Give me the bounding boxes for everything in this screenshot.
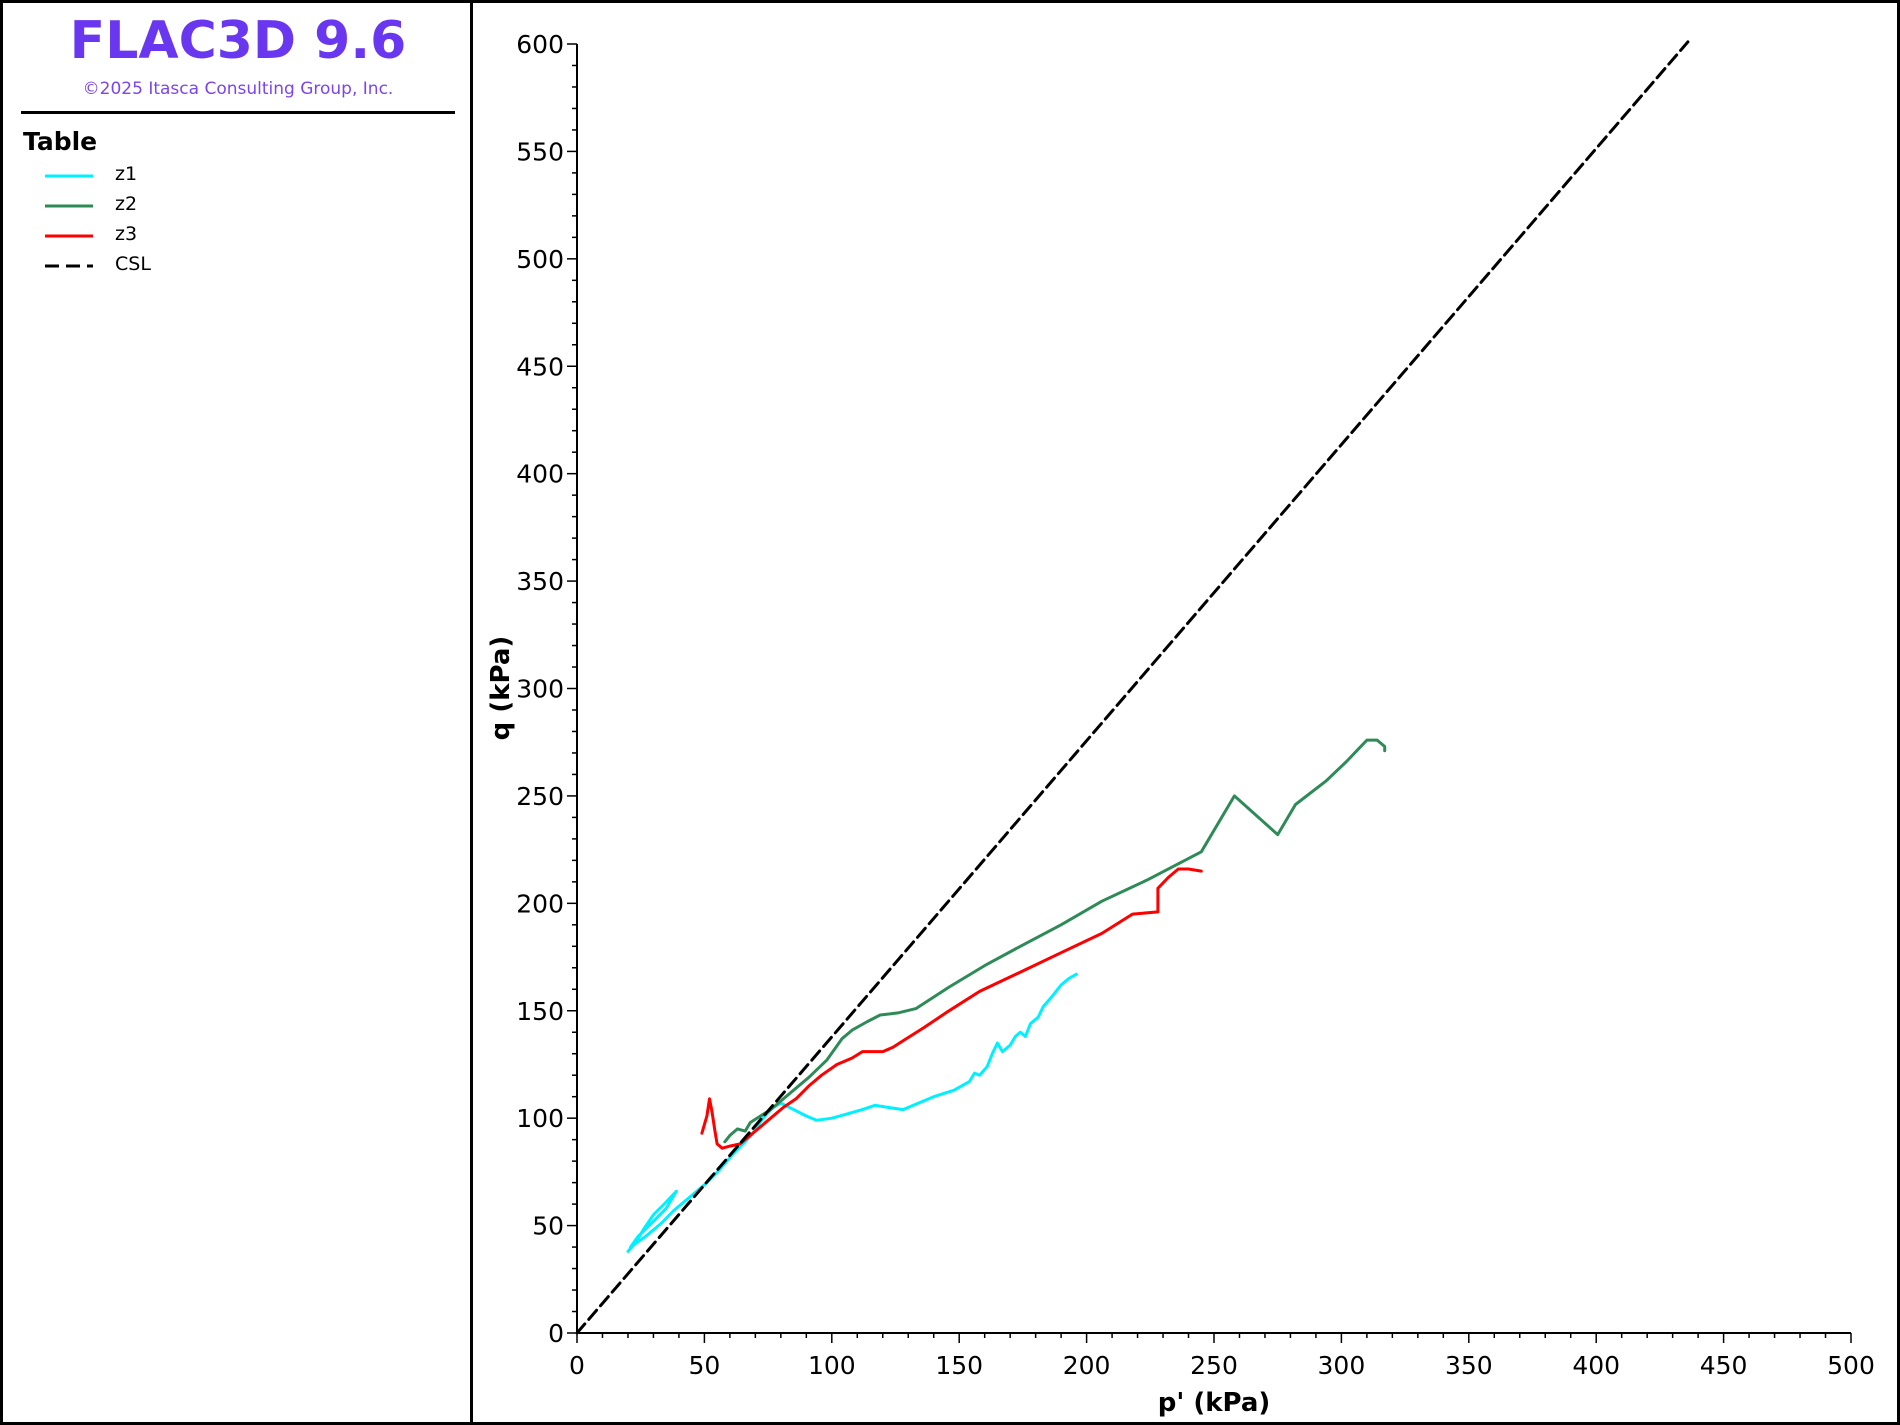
y-axis-title: q (kPa) [486,636,516,741]
title-divider [21,111,455,114]
x-tick-label: 100 [808,1351,856,1380]
series-line-z1 [626,972,1078,1253]
legend-swatch-z3 [45,234,93,238]
y-tick-label: 300 [516,675,564,704]
x-tick-label: 350 [1445,1351,1493,1380]
x-tick-label: 300 [1318,1351,1366,1380]
legend-swatch-z2 [45,204,93,208]
y-tick-label: 200 [516,889,564,918]
y-tick-label: 50 [532,1212,564,1241]
x-tick-label: 250 [1190,1351,1238,1380]
legend-label-z2: z2 [115,193,138,215]
x-tick-label: 500 [1827,1351,1875,1380]
legend-label-csl: CSL [115,253,151,275]
legend-label-z3: z3 [115,223,138,245]
y-tick-label: 550 [516,137,564,166]
legend-heading: Table [23,127,98,156]
legend-swatch-z1 [45,174,93,178]
x-tick-label: 150 [935,1351,983,1380]
x-axis-title: p' (kPa) [1158,1388,1271,1418]
y-tick-label: 100 [516,1104,564,1133]
series-line-z3 [700,867,1203,1150]
y-tick-label: 500 [516,245,564,274]
y-tick-label: 450 [516,352,564,381]
legend-panel: FLAC3D 9.6 ©2025 Itasca Consulting Group… [3,3,473,1422]
x-tick-label: 400 [1572,1351,1620,1380]
app-title: FLAC3D 9.6 [69,11,407,71]
x-tick-label: 0 [569,1351,585,1380]
legend-label-z1: z1 [115,163,138,185]
x-tick-label: 50 [688,1351,720,1380]
legend-swatch-csl [45,264,93,268]
copyright-text: ©2025 Itasca Consulting Group, Inc. [82,79,394,99]
y-tick-label: 150 [516,997,564,1026]
y-tick-label: 600 [516,30,564,59]
series-line-csl [575,40,1690,1335]
y-tick-label: 250 [516,782,564,811]
series-line-z2 [723,738,1387,1144]
y-tick-label: 400 [516,460,564,489]
y-tick-label: 0 [548,1319,564,1348]
x-tick-label: 450 [1700,1351,1748,1380]
y-tick-label: 350 [516,567,564,596]
x-tick-label: 200 [1063,1351,1111,1380]
